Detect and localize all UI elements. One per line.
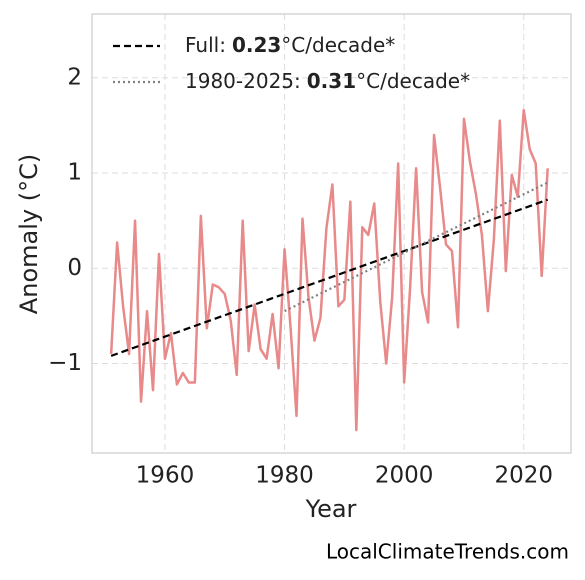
legend-name: Full: xyxy=(185,33,226,57)
legend-name: 1980-2025: xyxy=(185,69,301,93)
plot-frame xyxy=(91,13,572,454)
x-tick-label: 2000 xyxy=(375,463,434,489)
y-tick-label: 0 xyxy=(67,255,82,281)
footer: LocalClimateTrends.com xyxy=(326,540,569,564)
y-tick-label: 1 xyxy=(67,160,82,186)
legend-slope: 0.23 xyxy=(232,33,281,57)
trend-line xyxy=(284,181,549,313)
x-axis-label: Year xyxy=(305,495,357,523)
x-tick-label: 1980 xyxy=(255,463,314,489)
y-axis-label: Anomaly (°C) xyxy=(15,154,43,314)
anomaly-line xyxy=(109,108,549,432)
legend-slope: 0.31 xyxy=(307,69,356,93)
legend-label: Full: 0.23°C/decade* xyxy=(185,33,395,57)
legend-label: 1980-2025: 0.31°C/decade* xyxy=(185,69,470,93)
legend-unit: °C/decade* xyxy=(356,69,470,93)
x-tick-label: 2020 xyxy=(494,463,553,489)
legend-unit: °C/decade* xyxy=(281,33,395,57)
x-tick-label: 1960 xyxy=(136,463,195,489)
trend-line xyxy=(110,198,549,357)
y-tick-label: −1 xyxy=(48,350,82,376)
y-tick-label: 2 xyxy=(67,64,82,90)
